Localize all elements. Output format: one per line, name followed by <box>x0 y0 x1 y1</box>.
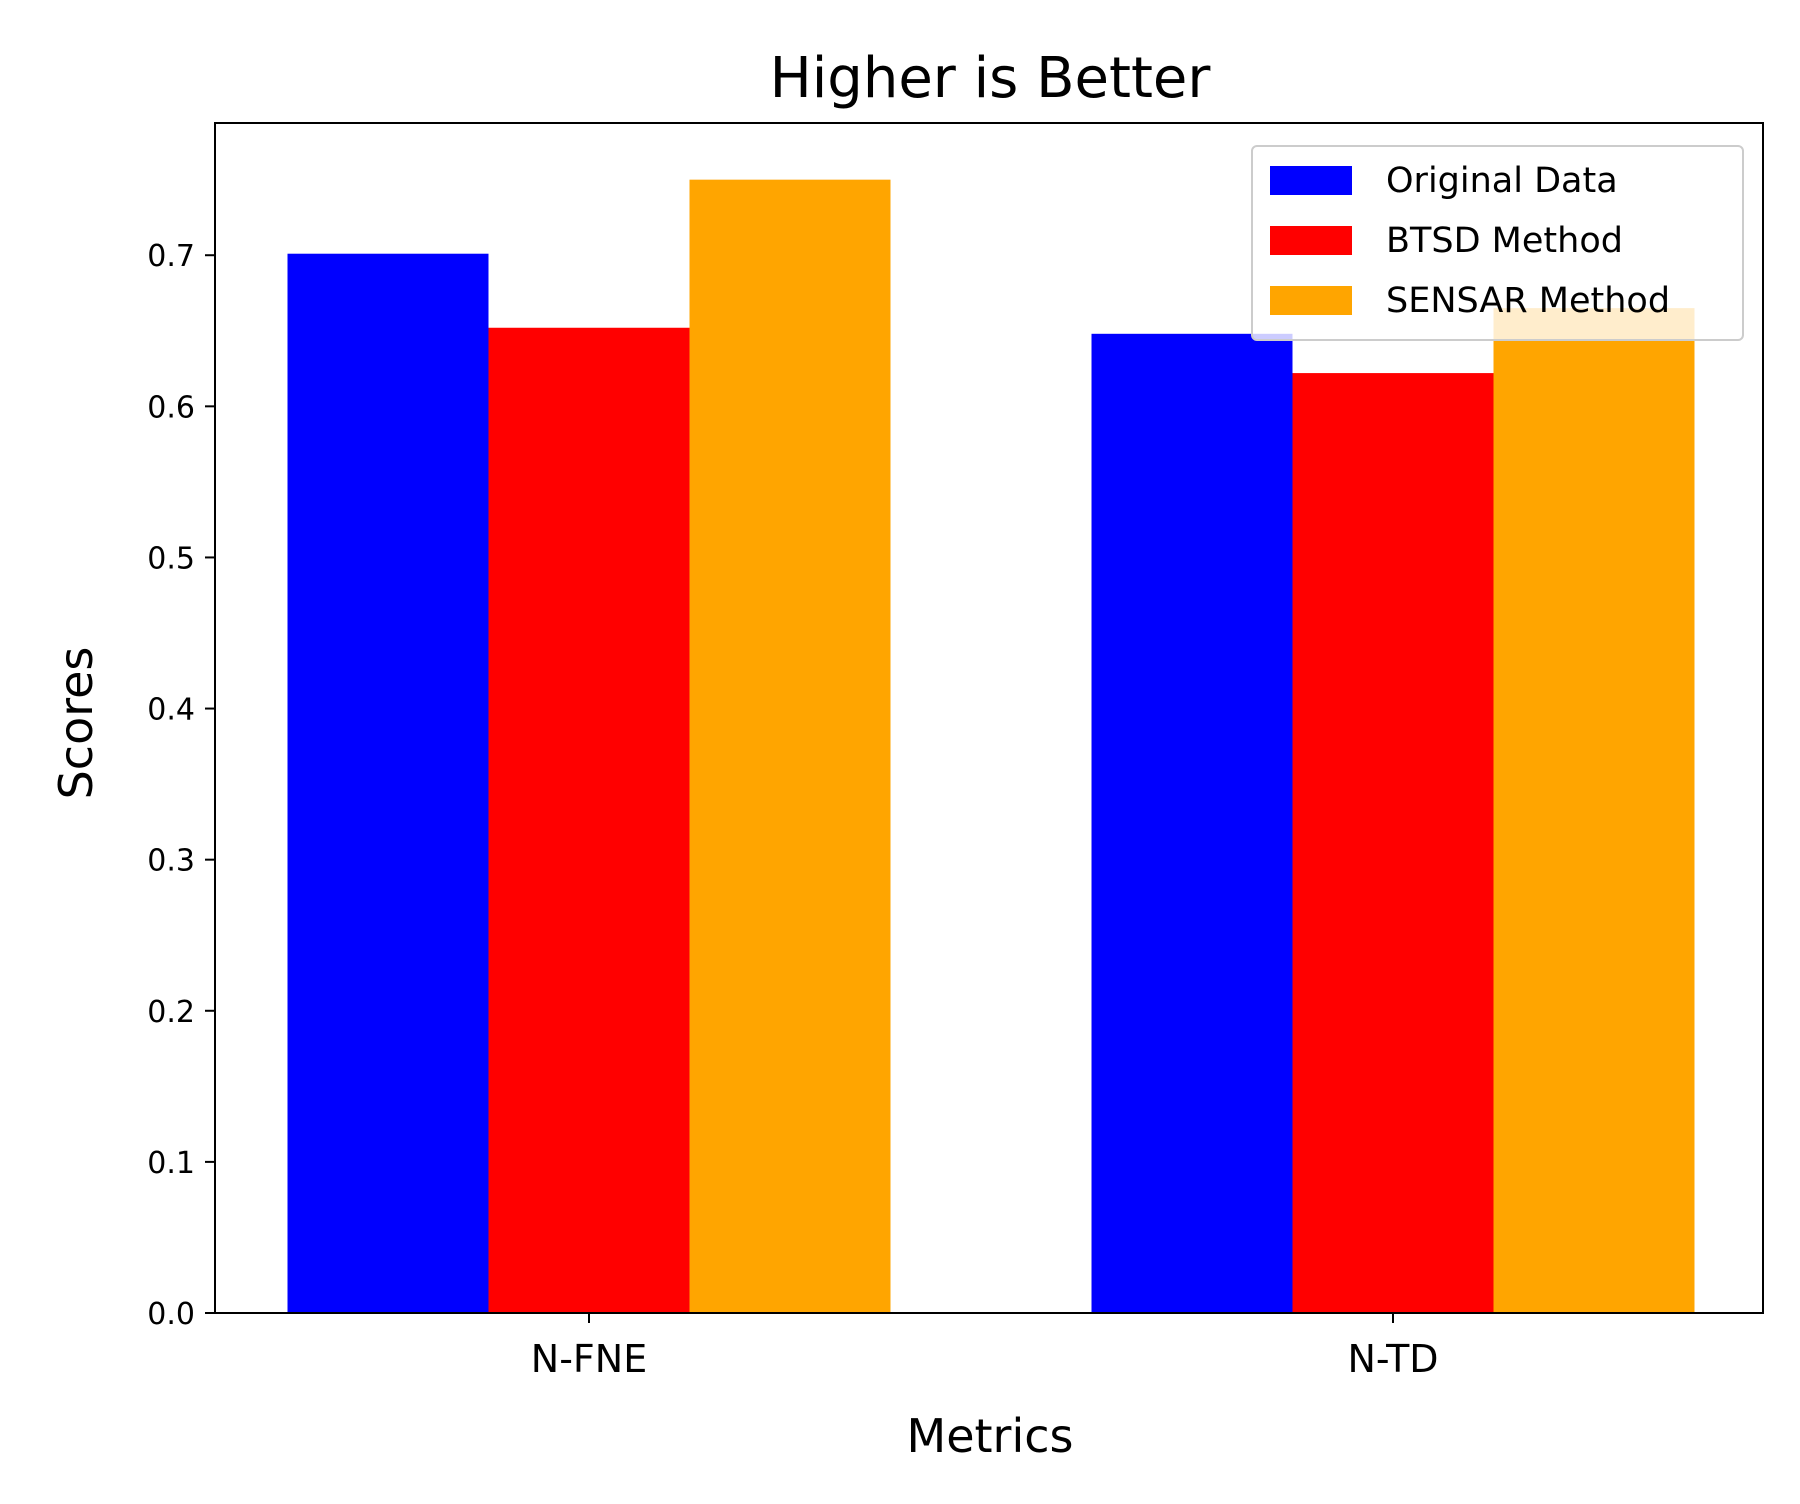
y-tick-label: 0.0 <box>147 1297 195 1332</box>
bar-n-fne-series-2 <box>689 179 891 1314</box>
x-tick-label: N-FNE <box>531 1337 647 1381</box>
plot-area-frame <box>214 122 1764 1314</box>
y-tick-label: 0.2 <box>147 995 195 1030</box>
y-tick-label: 0.1 <box>147 1146 195 1181</box>
legend-label: BTSD Method <box>1386 221 1623 261</box>
bar-n-fne-series-0 <box>287 253 489 1314</box>
legend-swatch <box>1270 166 1352 195</box>
y-tick-label: 0.3 <box>147 844 195 879</box>
legend-swatch <box>1270 286 1352 315</box>
bar-n-td-series-2 <box>1493 308 1695 1314</box>
bar-n-td-series-0 <box>1091 333 1293 1313</box>
x-axis-title: Metrics <box>907 1409 1074 1463</box>
bar-n-td-series-1 <box>1292 373 1494 1314</box>
x-tick-label: N-TD <box>1347 1337 1438 1381</box>
bars-group <box>287 179 1695 1314</box>
legend-box <box>1251 145 1744 341</box>
legend-label: Original Data <box>1386 161 1618 201</box>
y-tick-label: 0.6 <box>147 390 195 425</box>
legend-label: SENSAR Method <box>1386 281 1670 321</box>
y-tick-label: 0.5 <box>147 541 195 576</box>
bar-n-fne-series-1 <box>488 327 690 1313</box>
legend-swatch <box>1270 226 1352 255</box>
y-axis-title: Scores <box>49 647 103 800</box>
legend: Original Data BTSD Method SENSAR Method <box>1251 145 1744 341</box>
chart-title: Higher is Better <box>770 46 1212 111</box>
x-axis: N-FNE N-TD <box>531 1313 1439 1381</box>
y-tick-label: 0.7 <box>147 239 195 274</box>
y-tick-label: 0.4 <box>147 693 195 728</box>
y-axis: 0.0 0.1 0.2 0.3 0.4 0.5 0.6 0.7 <box>147 239 215 1332</box>
